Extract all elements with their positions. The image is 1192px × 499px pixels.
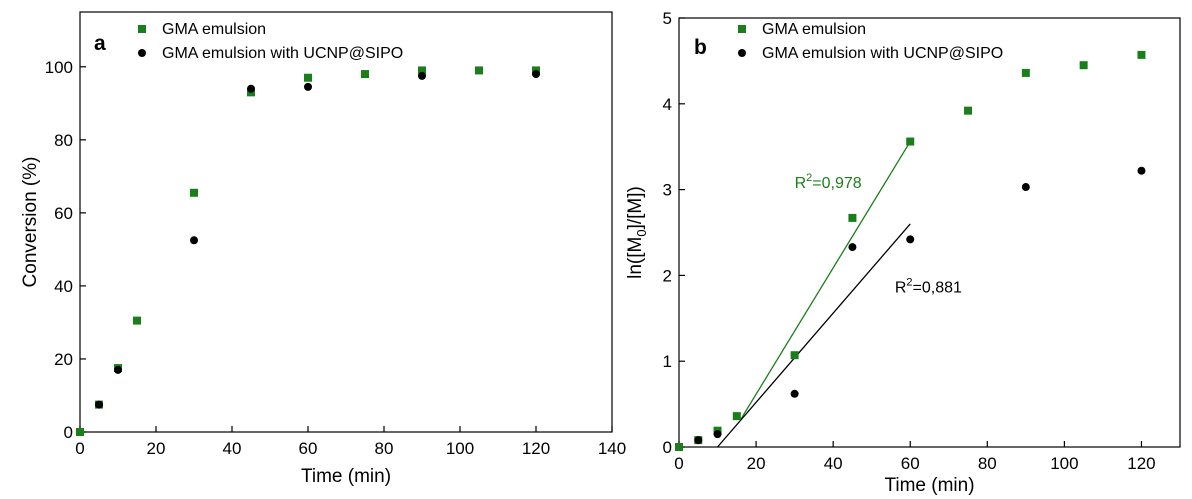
legend-marker-square bbox=[738, 25, 746, 33]
fit-r2-label: R2=0,978 bbox=[795, 172, 862, 192]
y-axis-label-subscript: 0 bbox=[634, 229, 649, 236]
x-tick-label: 0 bbox=[75, 439, 84, 458]
fit-r2-superscript: 2 bbox=[906, 277, 912, 289]
data-point-square bbox=[1137, 50, 1146, 59]
y-tick-label: 2 bbox=[663, 266, 672, 285]
y-axis-label: ln([M0]/[M]) bbox=[625, 186, 649, 279]
data-point-square bbox=[361, 70, 369, 79]
data-point-square bbox=[1021, 68, 1030, 77]
x-tick-label: 80 bbox=[978, 454, 997, 473]
y-tick-label: 40 bbox=[54, 277, 73, 296]
x-tick-label: 20 bbox=[747, 454, 766, 473]
data-point-circle bbox=[114, 365, 122, 374]
data-point-square bbox=[675, 443, 683, 451]
y-tick-label: 0 bbox=[663, 438, 672, 457]
x-tick-label: 0 bbox=[674, 454, 683, 473]
data-point-circle bbox=[95, 400, 103, 409]
x-tick-label: 40 bbox=[223, 439, 242, 458]
x-tick-label: 60 bbox=[299, 439, 318, 458]
x-tick-label: 100 bbox=[446, 439, 474, 458]
legend-label: GMA emulsion bbox=[762, 21, 866, 38]
fit-line bbox=[740, 141, 911, 420]
y-tick-label: 5 bbox=[663, 9, 672, 28]
y-tick-label: 4 bbox=[663, 95, 672, 114]
data-point-circle bbox=[790, 389, 799, 398]
legend-label: GMA emulsion with UCNP@SIPO bbox=[162, 45, 403, 62]
fit-r2-superscript: 2 bbox=[806, 172, 812, 184]
legend-marker-circle bbox=[738, 49, 746, 57]
data-point-circle bbox=[1137, 166, 1146, 175]
fit-r2-value: =0,881 bbox=[913, 280, 962, 297]
data-point-square bbox=[304, 73, 312, 82]
plot-frame bbox=[79, 11, 613, 433]
x-tick-label: 60 bbox=[901, 454, 920, 473]
y-axis-label: Conversion (%) bbox=[20, 157, 41, 288]
y-tick-label: 60 bbox=[54, 204, 73, 223]
legend-marker-square bbox=[138, 25, 146, 33]
data-point-circle bbox=[848, 243, 857, 252]
x-tick-label: 40 bbox=[824, 454, 843, 473]
data-point-circle bbox=[532, 70, 540, 79]
data-point-square bbox=[1079, 61, 1088, 70]
x-tick-label: 80 bbox=[375, 439, 394, 458]
y-tick-label: 3 bbox=[663, 181, 672, 200]
y-tick-label: 80 bbox=[54, 131, 73, 150]
x-tick-label: 120 bbox=[1127, 454, 1155, 473]
x-tick-label: 100 bbox=[1050, 454, 1078, 473]
y-tick-label: 20 bbox=[54, 350, 73, 369]
y-tick-label: 0 bbox=[64, 423, 73, 442]
data-point-circle bbox=[190, 236, 198, 245]
x-tick-label: 120 bbox=[522, 439, 550, 458]
y-tick-label: 100 bbox=[45, 58, 73, 77]
panel-label: b bbox=[694, 36, 707, 59]
fit-r2-symbol: R bbox=[895, 280, 907, 297]
data-point-square bbox=[790, 351, 799, 360]
data-point-circle bbox=[304, 82, 312, 91]
fit-r2-symbol: R bbox=[795, 175, 807, 192]
data-point-square bbox=[906, 137, 915, 146]
x-tick-label: 140 bbox=[598, 439, 626, 458]
data-point-square bbox=[848, 213, 857, 222]
plot-frame bbox=[678, 17, 1181, 448]
fit-r2-label: R2=0,881 bbox=[895, 277, 962, 297]
data-point-square bbox=[133, 316, 141, 325]
x-axis-label: Time (min) bbox=[884, 475, 974, 496]
panel-a: 0 20 40 60 80 100 120 140 0 20 40 60 80 100 Time (min)… bbox=[20, 11, 626, 487]
x-axis-label: Time (min) bbox=[301, 466, 391, 487]
data-point-circle bbox=[694, 436, 703, 445]
data-point-square bbox=[418, 66, 426, 75]
y-axis-label-main: ln([M bbox=[625, 237, 646, 279]
fit-line bbox=[717, 223, 911, 448]
y-axis-label-rest: ]/[M]) bbox=[625, 186, 646, 229]
data-point-circle bbox=[713, 430, 722, 439]
data-point-circle bbox=[418, 71, 426, 80]
data-point-square bbox=[732, 412, 741, 421]
panel-label: a bbox=[94, 32, 106, 55]
data-point-circle bbox=[247, 84, 255, 93]
legend-marker-circle bbox=[138, 49, 146, 57]
legend-label: GMA emulsion with UCNP@SIPO bbox=[762, 45, 1003, 62]
data-point-circle bbox=[1021, 183, 1030, 192]
fit-r2-value: =0,978 bbox=[812, 175, 861, 192]
data-point-square bbox=[76, 428, 84, 436]
y-tick-label: 1 bbox=[663, 352, 672, 371]
legend-label: GMA emulsion bbox=[162, 21, 266, 38]
data-point-square bbox=[475, 66, 483, 75]
data-point-circle bbox=[906, 235, 915, 244]
data-point-square bbox=[964, 106, 973, 115]
x-tick-label: 20 bbox=[147, 439, 166, 458]
data-point-square bbox=[190, 188, 198, 197]
